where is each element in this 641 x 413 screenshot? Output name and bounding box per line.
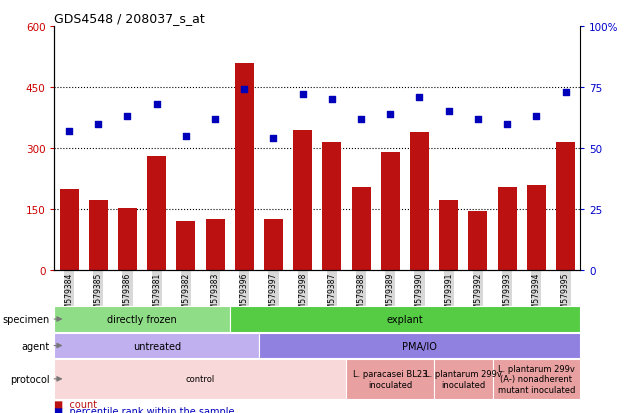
Text: directly frozen: directly frozen	[107, 314, 177, 324]
Point	[531, 114, 542, 120]
Point	[122, 114, 133, 120]
Bar	[54, 306, 229, 332]
Bar	[264, 220, 283, 271]
Bar	[235, 63, 254, 271]
Bar	[381, 153, 400, 271]
Point	[444, 109, 454, 116]
Text: ■  percentile rank within the sample: ■ percentile rank within the sample	[54, 406, 235, 413]
Bar	[434, 359, 492, 399]
Point	[181, 133, 191, 140]
Bar	[147, 157, 166, 271]
Bar	[352, 187, 370, 271]
Text: protocol: protocol	[10, 374, 50, 384]
Point	[297, 92, 308, 98]
Bar	[60, 189, 79, 271]
Text: specimen: specimen	[3, 314, 50, 324]
Point	[356, 116, 366, 123]
Text: PMA/IO: PMA/IO	[402, 341, 437, 351]
Bar	[556, 142, 575, 271]
Point	[93, 121, 103, 128]
Bar	[322, 142, 342, 271]
Point	[64, 128, 74, 135]
Bar	[347, 359, 434, 399]
Point	[560, 89, 570, 96]
Bar	[259, 333, 580, 358]
Text: L. plantarum 299v
inoculated: L. plantarum 299v inoculated	[425, 369, 502, 389]
Point	[473, 116, 483, 123]
Text: ■  count: ■ count	[54, 399, 97, 409]
Bar	[527, 185, 545, 271]
Text: control: control	[186, 375, 215, 383]
Text: untreated: untreated	[133, 341, 181, 351]
Bar	[439, 201, 458, 271]
Point	[210, 116, 221, 123]
Bar	[497, 187, 517, 271]
Text: GDS4548 / 208037_s_at: GDS4548 / 208037_s_at	[54, 12, 205, 25]
Text: L. plantarum 299v
(A-) nonadherent
mutant inoculated: L. plantarum 299v (A-) nonadherent mutan…	[497, 364, 575, 394]
Text: agent: agent	[22, 341, 50, 351]
Text: L. paracasei BL23
inoculated: L. paracasei BL23 inoculated	[353, 369, 428, 389]
Point	[327, 97, 337, 103]
Text: explant: explant	[387, 314, 423, 324]
Point	[385, 111, 395, 118]
Bar	[410, 133, 429, 271]
Bar	[176, 222, 196, 271]
Point	[502, 121, 512, 128]
Bar	[469, 211, 487, 271]
Bar	[89, 201, 108, 271]
Bar	[492, 359, 580, 399]
Bar	[229, 306, 580, 332]
Bar	[293, 131, 312, 271]
Point	[269, 135, 279, 142]
Point	[151, 102, 162, 108]
Bar	[118, 209, 137, 271]
Bar	[206, 220, 224, 271]
Point	[239, 87, 249, 93]
Bar	[54, 333, 259, 358]
Point	[414, 94, 424, 101]
Bar	[54, 359, 347, 399]
